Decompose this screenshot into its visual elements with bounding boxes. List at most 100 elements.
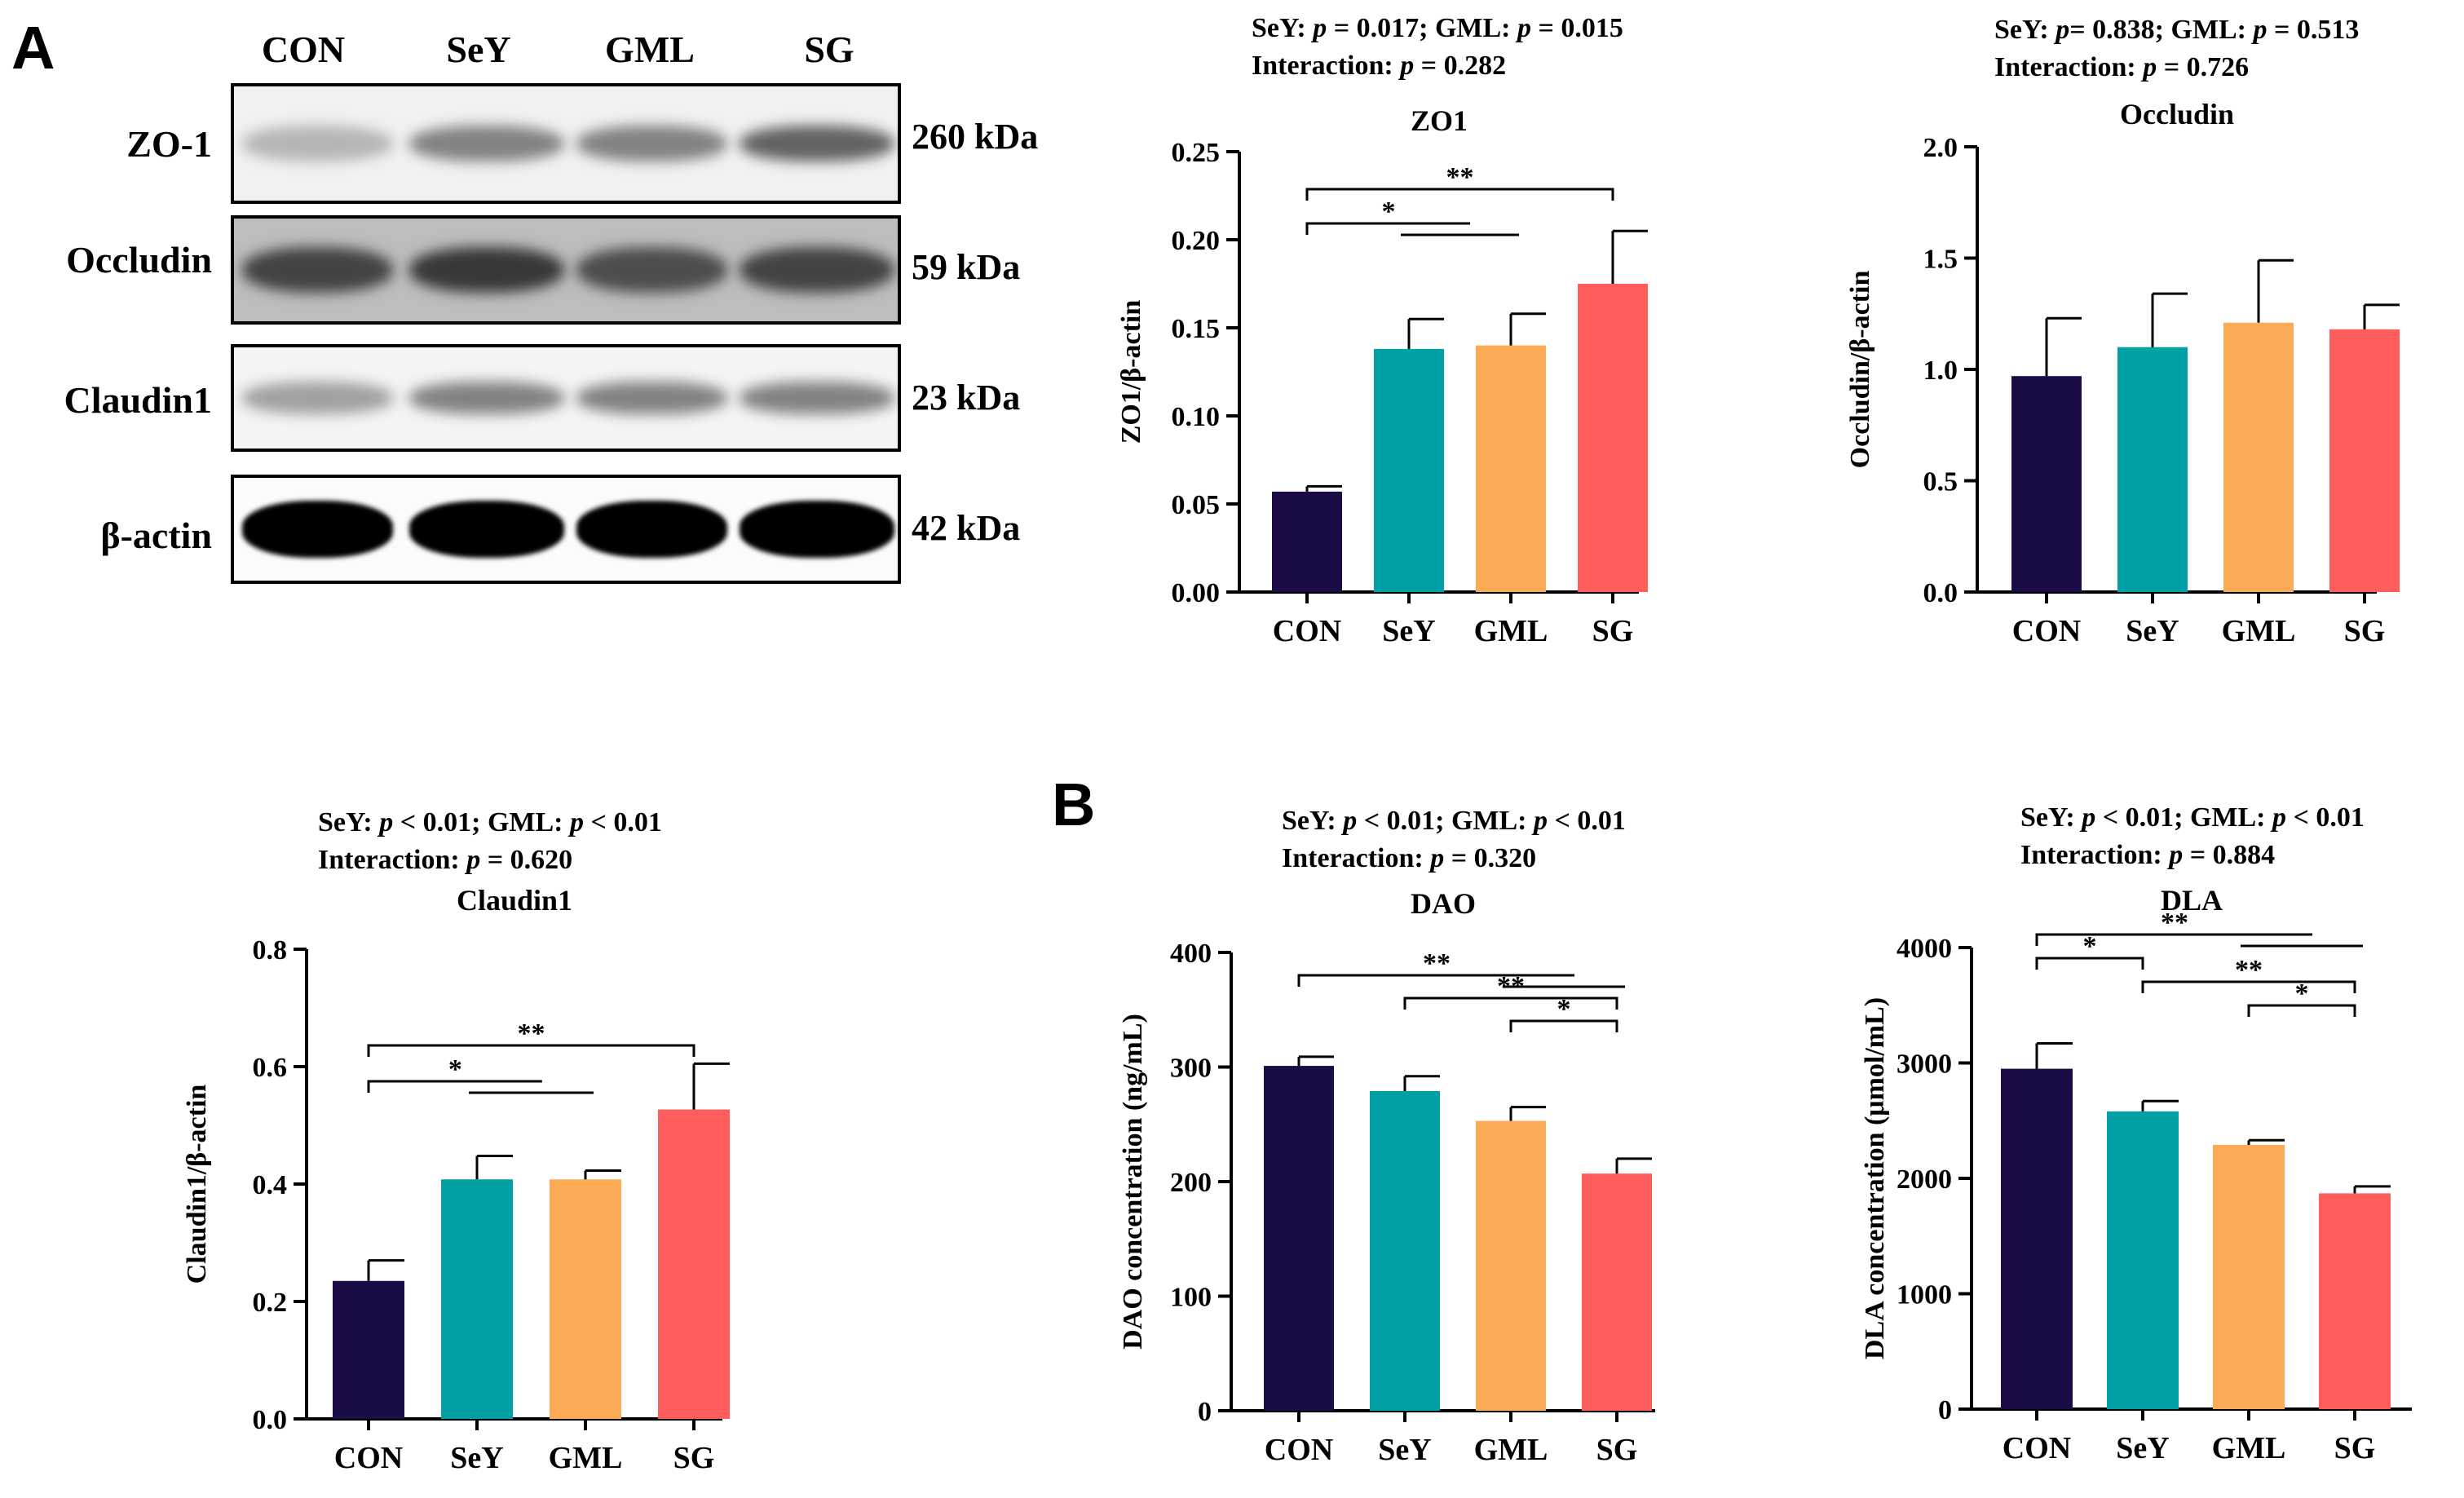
significance-bracket <box>367 1080 542 1093</box>
x-tick-label: GML <box>2222 614 2296 648</box>
y-axis-label: DAO concentration (ng/mL) <box>1118 1014 1148 1350</box>
x-tick-label: SeY <box>1378 1433 1431 1467</box>
significance-label: ** <box>1497 971 1525 1001</box>
chart-title: Occludin <box>2120 98 2234 130</box>
bar-sg <box>2329 329 2400 592</box>
significance-label: ** <box>518 1019 545 1049</box>
y-tick-label: 0.25 <box>1172 138 1221 168</box>
x-tick-label: SG <box>2334 1431 2376 1465</box>
stats-line-2: Interaction: p = 0.620 <box>318 845 573 875</box>
y-tick-label: 200 <box>1170 1168 1212 1198</box>
blot-kda-label: 42 kDa <box>912 508 1021 548</box>
bar-sey <box>1374 348 1444 592</box>
blot-strip-zo1 <box>231 83 901 204</box>
y-axis-label: Claudin1/β-actin <box>182 1085 212 1284</box>
y-axis-label: Occludin/β-actin <box>1845 271 1875 469</box>
x-tick-label: CON <box>334 1441 403 1475</box>
y-tick-label: 0.6 <box>253 1053 288 1083</box>
blot-band <box>242 246 393 294</box>
significance-label: * <box>2295 979 2309 1009</box>
bar-sey <box>1370 1091 1440 1411</box>
blot-kda-label: 23 kDa <box>912 378 1021 418</box>
significance-label: * <box>2083 931 2097 961</box>
chart-occludin: Occludin Occludin/β-actin 0.0 0.5 1.0 1.5 2.0 C… <box>1845 98 2400 648</box>
significance-bracket <box>1297 974 1574 987</box>
significance-bracket <box>2035 957 2144 970</box>
bar-sg <box>1582 1173 1652 1411</box>
significance-bracket <box>2035 933 2312 946</box>
y-tick-label: 100 <box>1170 1283 1212 1313</box>
x-tick-label: SeY <box>1382 614 1435 648</box>
bar-gml <box>2213 1144 2285 1409</box>
chart-title: Claudin1 <box>457 884 572 917</box>
bar-sg <box>1578 284 1648 592</box>
x-tick-label: GML <box>2212 1431 2286 1465</box>
y-tick-label: 400 <box>1170 939 1212 969</box>
bar-gml <box>1476 345 1546 592</box>
blot-band <box>576 382 727 414</box>
significance-label: ** <box>2235 955 2263 985</box>
significance-label: ** <box>1446 162 1474 192</box>
y-tick-label: 300 <box>1170 1054 1212 1084</box>
y-tick-label: 0.8 <box>253 935 288 966</box>
bar-sey <box>2117 347 2188 592</box>
blot-row-label: Occludin <box>66 239 212 281</box>
y-axis-label: DLA concentration (μmol/mL) <box>1860 997 1890 1359</box>
stats-line-1: SeY: p < 0.01; GML: p < 0.01 <box>1282 806 1626 836</box>
x-tick-label: GML <box>1474 614 1548 648</box>
blot-band <box>409 382 564 414</box>
stats-line-1: SeY: p = 0.017; GML: p = 0.015 <box>1252 13 1623 43</box>
blot-strip-beta-actin <box>231 475 901 584</box>
x-tick-label: SeY <box>2116 1431 2169 1465</box>
y-tick-label: 0.0 <box>253 1405 288 1435</box>
y-tick-label: 4000 <box>1897 934 1952 964</box>
y-tick-label: 0.2 <box>253 1288 288 1318</box>
significance-bracket <box>2141 980 2356 993</box>
y-tick-label: 1000 <box>1897 1280 1952 1310</box>
blot-band <box>409 501 564 558</box>
stats-line-2: Interaction: p = 0.282 <box>1252 51 1507 81</box>
significance-bracket <box>1305 222 1470 235</box>
y-tick-label: 0.20 <box>1172 226 1221 256</box>
blot-strip-claudin1 <box>231 344 901 452</box>
panel-label-a: A <box>11 14 55 82</box>
x-tick-label: CON <box>2012 614 2081 648</box>
bar-con <box>2001 1068 2073 1409</box>
x-tick-label: SeY <box>450 1441 503 1475</box>
x-tick-label: SG <box>2344 614 2386 648</box>
y-tick-label: 3000 <box>1897 1049 1952 1080</box>
blot-row-label: Claudin1 <box>64 379 212 421</box>
significance-bracket <box>1509 1019 1618 1032</box>
significance-label: * <box>448 1054 462 1085</box>
significance-label: * <box>1382 197 1396 227</box>
y-tick-label: 0.05 <box>1172 490 1221 520</box>
significance-bracket <box>367 1044 695 1057</box>
chart-title: DAO <box>1411 887 1476 920</box>
blot-band <box>740 382 894 414</box>
stats-line-2: Interaction: p = 0.320 <box>1282 843 1537 873</box>
bar-sey <box>441 1179 513 1419</box>
y-tick-label: 2000 <box>1897 1164 1952 1195</box>
bar-con <box>333 1280 404 1419</box>
chart-dla: DLA DLA concentration (μmol/mL) 0 1000 2000 3… <box>1860 884 2412 1465</box>
x-tick-label: SG <box>1592 614 1634 648</box>
chart-title: DLA <box>2161 884 2223 917</box>
chart-claudin1: Claudin1 Claudin1/β-actin 0.0 0.2 0.4 0.6 0.8 C… <box>182 884 730 1475</box>
bar-con <box>2011 376 2082 592</box>
blot-strip-occludin <box>231 215 901 325</box>
stats-line-1: SeY: p < 0.01; GML: p < 0.01 <box>318 807 662 837</box>
blot-row-label: ZO-1 <box>126 123 212 165</box>
x-tick-label: SeY <box>2126 614 2179 648</box>
y-tick-label: 0.00 <box>1172 578 1221 608</box>
stats-line-2: Interaction: p = 0.726 <box>1994 52 2250 82</box>
y-tick-label: 0 <box>1198 1397 1212 1427</box>
bar-gml <box>550 1179 621 1419</box>
significance-label: ** <box>2161 908 2188 938</box>
y-tick-label: 1.5 <box>1923 245 1958 275</box>
y-tick-label: 0.0 <box>1923 578 1958 608</box>
panel-label-b: B <box>1052 771 1096 838</box>
blot-band <box>576 246 727 294</box>
blot-band <box>576 125 727 162</box>
bar-con <box>1264 1066 1334 1411</box>
blot-band <box>740 246 894 294</box>
